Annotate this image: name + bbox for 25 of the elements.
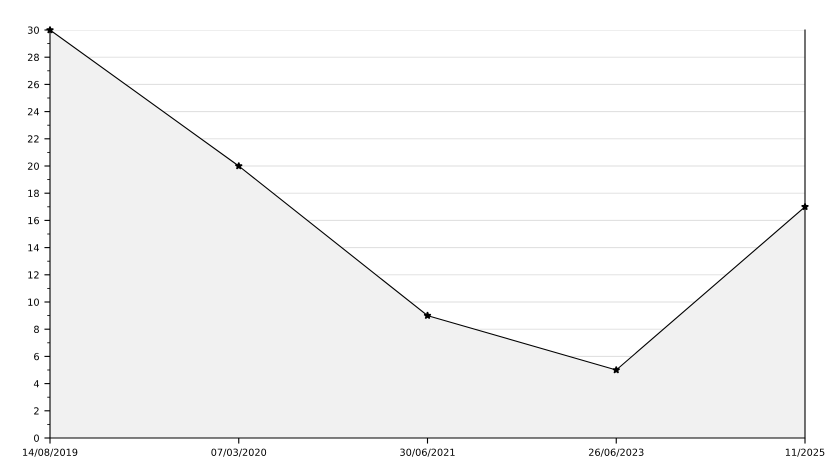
y-tick-label: 8 xyxy=(34,326,39,334)
y-tick-label: 6 xyxy=(34,352,39,360)
x-tick-label: 26/06/2023 xyxy=(588,448,644,457)
x-tick-label: 07/03/2020 xyxy=(211,448,266,457)
y-tick-label: 24 xyxy=(28,108,40,116)
y-tick-label: 10 xyxy=(28,298,39,306)
x-tick-label: 11/2025 xyxy=(786,448,824,457)
y-tick-label: 30 xyxy=(28,26,39,34)
y-tick-label: 4 xyxy=(34,380,40,388)
point xyxy=(801,202,809,210)
y-tick-label: 2 xyxy=(34,407,39,414)
x-tick-label: 14/08/2019 xyxy=(23,448,78,457)
y-tick-label: 16 xyxy=(28,216,39,224)
x-tick-label: 30/06/2021 xyxy=(400,448,455,457)
y-tick-label: 14 xyxy=(28,244,40,252)
y-tick-label: 28 xyxy=(28,54,39,62)
y-tick-label: 18 xyxy=(28,190,39,198)
point xyxy=(424,311,432,320)
point xyxy=(234,162,243,170)
y-tick-label: 20 xyxy=(28,162,39,170)
y-tick-label: 26 xyxy=(28,80,39,88)
point xyxy=(612,366,620,374)
y-tick-label: 0 xyxy=(34,434,39,442)
y-tick-label: 12 xyxy=(28,271,39,278)
y-tick-label: 22 xyxy=(28,135,39,142)
